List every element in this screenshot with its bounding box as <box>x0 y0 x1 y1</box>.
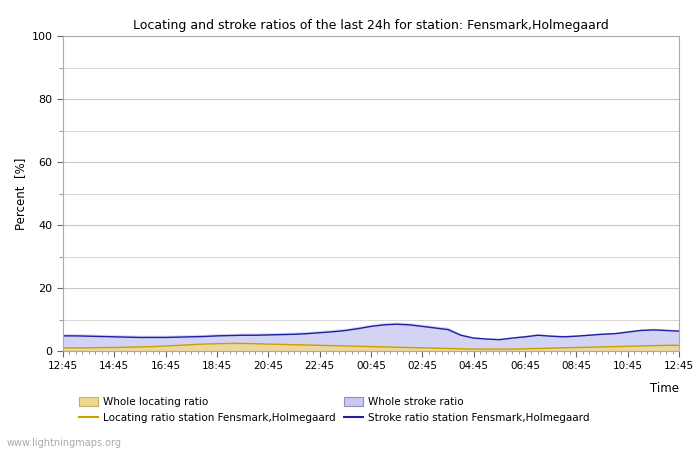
Text: www.lightningmaps.org: www.lightningmaps.org <box>7 438 122 448</box>
Title: Locating and stroke ratios of the last 24h for station: Fensmark,Holmegaard: Locating and stroke ratios of the last 2… <box>133 19 609 32</box>
Text: Time: Time <box>650 382 679 396</box>
Y-axis label: Percent  [%]: Percent [%] <box>15 158 27 230</box>
Legend: Whole locating ratio, Locating ratio station Fensmark,Holmegaard, Whole stroke r: Whole locating ratio, Locating ratio sta… <box>79 397 589 423</box>
